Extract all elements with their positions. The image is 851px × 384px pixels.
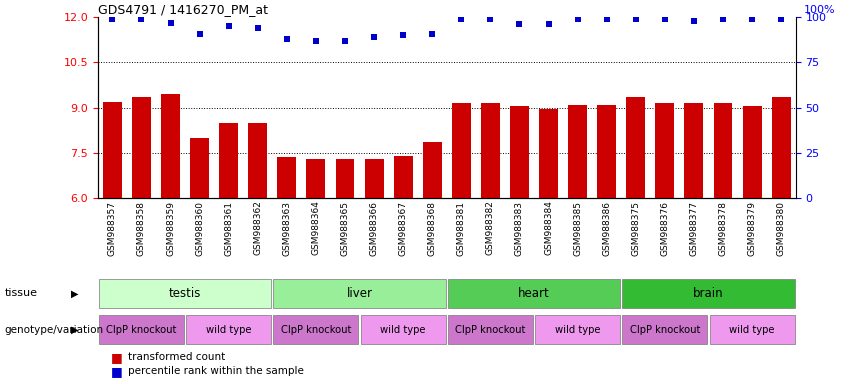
Bar bbox=[448, 279, 620, 308]
Bar bbox=[306, 159, 325, 198]
Text: wild type: wild type bbox=[206, 325, 251, 335]
Bar bbox=[539, 109, 558, 198]
Bar bbox=[448, 315, 533, 344]
Bar bbox=[772, 97, 791, 198]
Point bbox=[193, 30, 207, 36]
Point bbox=[163, 20, 177, 26]
Text: ■: ■ bbox=[111, 351, 123, 364]
Point bbox=[251, 25, 265, 31]
Bar bbox=[161, 94, 180, 198]
Bar bbox=[510, 106, 529, 198]
Point bbox=[512, 22, 526, 28]
Text: GDS4791 / 1416270_PM_at: GDS4791 / 1416270_PM_at bbox=[98, 3, 268, 16]
Text: ▶: ▶ bbox=[71, 288, 78, 298]
Bar bbox=[684, 103, 704, 198]
Point bbox=[483, 16, 497, 22]
Text: heart: heart bbox=[518, 287, 550, 300]
Text: genotype/variation: genotype/variation bbox=[4, 325, 103, 335]
Text: wild type: wild type bbox=[729, 325, 774, 335]
Bar bbox=[626, 97, 645, 198]
Point bbox=[368, 34, 381, 40]
Bar bbox=[710, 315, 795, 344]
Point bbox=[774, 16, 788, 22]
Text: liver: liver bbox=[346, 287, 373, 300]
Text: wild type: wild type bbox=[555, 325, 600, 335]
Point bbox=[106, 16, 119, 22]
Text: ▶: ▶ bbox=[71, 325, 78, 335]
Bar bbox=[335, 159, 355, 198]
Bar bbox=[452, 103, 471, 198]
Bar bbox=[273, 279, 446, 308]
Text: ■: ■ bbox=[111, 365, 123, 378]
Bar bbox=[99, 279, 271, 308]
Text: 100%: 100% bbox=[804, 5, 836, 15]
Point bbox=[134, 16, 148, 22]
Text: ClpP knockout: ClpP knockout bbox=[455, 325, 526, 335]
Point bbox=[600, 16, 614, 22]
Point bbox=[717, 16, 730, 22]
Bar bbox=[535, 315, 620, 344]
Point bbox=[629, 16, 643, 22]
Bar bbox=[743, 106, 762, 198]
Point bbox=[280, 36, 294, 42]
Bar bbox=[423, 142, 442, 198]
Bar bbox=[220, 122, 238, 198]
Bar bbox=[597, 104, 616, 198]
Bar bbox=[273, 315, 358, 344]
Text: transformed count: transformed count bbox=[128, 352, 225, 362]
Point bbox=[309, 38, 323, 44]
Bar bbox=[103, 101, 122, 198]
Bar bbox=[655, 103, 674, 198]
Bar bbox=[568, 104, 587, 198]
Bar bbox=[713, 103, 733, 198]
Bar bbox=[190, 137, 209, 198]
Bar bbox=[622, 315, 707, 344]
Text: brain: brain bbox=[694, 287, 723, 300]
Bar bbox=[364, 159, 384, 198]
Bar bbox=[186, 315, 271, 344]
Text: wild type: wild type bbox=[380, 325, 426, 335]
Point bbox=[454, 16, 468, 22]
Point bbox=[745, 16, 759, 22]
Bar bbox=[622, 279, 795, 308]
Bar bbox=[99, 315, 184, 344]
Point bbox=[222, 23, 236, 30]
Text: percentile rank within the sample: percentile rank within the sample bbox=[128, 366, 304, 376]
Point bbox=[397, 32, 410, 38]
Point bbox=[338, 38, 351, 44]
Text: testis: testis bbox=[168, 287, 202, 300]
Bar bbox=[481, 103, 500, 198]
Text: ClpP knockout: ClpP knockout bbox=[281, 325, 351, 335]
Point bbox=[658, 16, 671, 22]
Point bbox=[542, 22, 556, 28]
Bar bbox=[277, 157, 296, 198]
Point bbox=[687, 18, 700, 24]
Bar bbox=[361, 315, 446, 344]
Bar bbox=[394, 156, 413, 198]
Text: tissue: tissue bbox=[4, 288, 37, 298]
Bar bbox=[132, 97, 151, 198]
Text: ClpP knockout: ClpP knockout bbox=[630, 325, 700, 335]
Point bbox=[426, 30, 439, 36]
Point bbox=[571, 16, 585, 22]
Text: ClpP knockout: ClpP knockout bbox=[106, 325, 177, 335]
Bar bbox=[248, 122, 267, 198]
